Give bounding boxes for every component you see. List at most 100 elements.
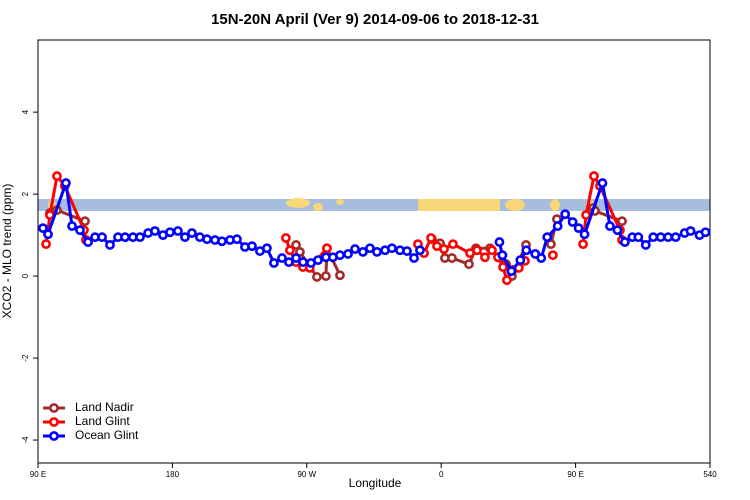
marker bbox=[605, 221, 615, 231]
marker bbox=[546, 239, 556, 250]
marker bbox=[120, 232, 130, 243]
marker bbox=[573, 223, 584, 234]
y-axis-label: XCO2 - MLO trend (ppm) bbox=[0, 184, 14, 319]
marker bbox=[387, 243, 397, 254]
marker bbox=[67, 221, 77, 231]
x-tick-label: 90 E bbox=[567, 470, 583, 479]
legend-label: Land Nadir bbox=[75, 400, 134, 414]
marker bbox=[426, 233, 436, 243]
marker bbox=[579, 229, 590, 240]
marker bbox=[335, 250, 345, 261]
marker bbox=[700, 227, 711, 238]
marker bbox=[415, 245, 425, 256]
y-tick-label: -2 bbox=[21, 354, 30, 362]
marker bbox=[640, 240, 651, 250]
series-line bbox=[497, 181, 707, 273]
marker bbox=[487, 245, 497, 256]
marker bbox=[313, 255, 323, 266]
marker bbox=[52, 171, 62, 181]
marker bbox=[548, 250, 558, 261]
marker bbox=[38, 223, 48, 234]
x-axis-label: Longitude bbox=[349, 476, 402, 490]
marker bbox=[150, 226, 160, 236]
marker bbox=[173, 226, 183, 236]
x-tick-label: 90 E bbox=[30, 470, 46, 479]
marker bbox=[560, 209, 571, 220]
marker bbox=[402, 246, 412, 256]
marker bbox=[217, 236, 227, 247]
marker bbox=[365, 243, 375, 254]
marker bbox=[285, 245, 295, 256]
marker bbox=[498, 262, 508, 272]
marker bbox=[663, 232, 674, 243]
marker bbox=[180, 232, 190, 243]
marker bbox=[105, 240, 115, 250]
marker bbox=[187, 228, 197, 238]
marker bbox=[409, 253, 419, 263]
marker bbox=[515, 255, 526, 266]
marker bbox=[312, 272, 322, 282]
marker bbox=[619, 237, 630, 247]
marker bbox=[589, 171, 599, 181]
marker bbox=[506, 266, 517, 277]
marker bbox=[633, 232, 644, 243]
legend-marker bbox=[49, 403, 59, 413]
marker bbox=[322, 243, 332, 254]
marker bbox=[321, 271, 331, 281]
marker bbox=[567, 217, 578, 227]
marker bbox=[61, 178, 71, 188]
legend-label: Land Glint bbox=[75, 414, 130, 428]
marker bbox=[291, 253, 301, 263]
marker bbox=[597, 178, 608, 188]
marker bbox=[335, 270, 345, 281]
marker bbox=[685, 226, 696, 236]
x-tick-label: 90 W bbox=[297, 470, 316, 479]
marker bbox=[439, 244, 449, 254]
marker bbox=[41, 239, 51, 250]
y-tick-label: 4 bbox=[21, 109, 30, 114]
marker bbox=[448, 239, 458, 250]
marker bbox=[502, 275, 512, 286]
plot-frame bbox=[37, 39, 711, 464]
marker bbox=[494, 237, 505, 247]
x-tick-label: 180 bbox=[166, 470, 180, 479]
chart-title: 15N-20N April (Ver 9) 2014-09-06 to 2018… bbox=[211, 11, 539, 28]
x-tick-label: 540 bbox=[703, 470, 717, 479]
marker bbox=[552, 221, 563, 231]
marker bbox=[350, 244, 360, 254]
legend-marker bbox=[49, 417, 59, 427]
marker bbox=[298, 257, 308, 268]
marker bbox=[617, 216, 627, 227]
map-strip bbox=[38, 198, 710, 211]
marker bbox=[648, 232, 659, 243]
marker bbox=[670, 232, 681, 243]
x-tick-label: 0 bbox=[439, 470, 444, 479]
marker bbox=[135, 232, 145, 243]
marker bbox=[283, 257, 294, 268]
marker bbox=[447, 253, 457, 263]
marker bbox=[480, 252, 490, 263]
marker bbox=[521, 245, 532, 256]
y-tick-label: 0 bbox=[21, 273, 30, 278]
marker bbox=[358, 247, 368, 257]
marker bbox=[536, 253, 547, 263]
marker bbox=[43, 229, 53, 240]
y-tick-label: -4 bbox=[21, 436, 30, 444]
marker bbox=[165, 227, 175, 238]
marker bbox=[232, 234, 242, 245]
marker bbox=[280, 233, 291, 243]
marker bbox=[497, 250, 508, 261]
marker bbox=[372, 247, 382, 257]
marker bbox=[343, 249, 353, 259]
marker bbox=[247, 241, 257, 252]
marker bbox=[202, 234, 212, 245]
marker bbox=[262, 243, 272, 254]
marker bbox=[83, 237, 93, 247]
marker bbox=[542, 232, 553, 243]
marker bbox=[75, 225, 85, 236]
marker bbox=[655, 232, 666, 243]
marker bbox=[578, 239, 588, 250]
marker bbox=[464, 259, 474, 270]
marker bbox=[291, 240, 301, 250]
